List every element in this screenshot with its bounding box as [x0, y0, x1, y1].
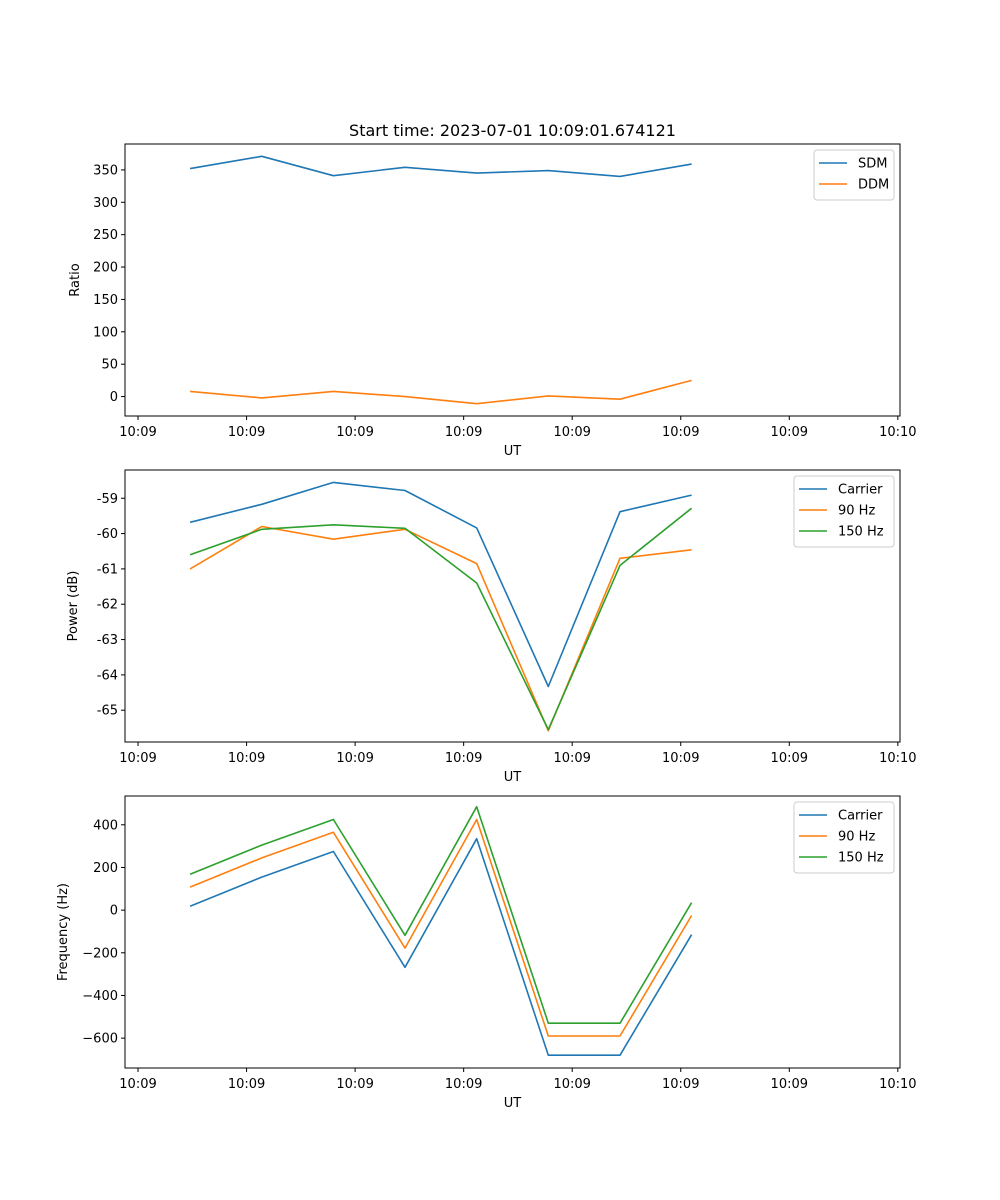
- series-line-150-hz: [189, 805, 693, 1025]
- x-tick-label: 10:09: [771, 425, 808, 440]
- y-tick-label: −400: [82, 989, 118, 1004]
- x-tick-label: 10:09: [771, 1077, 808, 1092]
- x-tick-label: 10:09: [119, 1077, 156, 1092]
- y-axis-label: Ratio: [68, 263, 83, 296]
- x-tick-label: 10:09: [336, 425, 373, 440]
- x-tick-label: 10:09: [553, 1077, 590, 1092]
- y-tick-label: −200: [82, 946, 118, 961]
- x-tick-label: 10:10: [879, 425, 916, 440]
- legend-label: DDM: [858, 178, 889, 193]
- chart-panel-3: 10:09 10:09 10:09 10:09 10:09 10:09 10:09 10:10…: [56, 795, 917, 1111]
- legend: Carrier 90 Hz 150 Hz: [793, 801, 895, 874]
- x-tick-label: 10:09: [771, 751, 808, 766]
- x-tick-label: 10:09: [119, 751, 156, 766]
- y-tick-label: 250: [93, 228, 118, 243]
- series-line-carrier: [189, 837, 693, 1056]
- series-line-150-hz: [189, 507, 693, 731]
- y-axis-label: Frequency (Hz): [56, 883, 71, 981]
- y-tick-label: -62: [97, 598, 118, 613]
- series-line-carrier: [189, 481, 692, 688]
- y-tick-label: 50: [101, 358, 118, 373]
- series-line-90-hz: [189, 525, 692, 732]
- legend-label: 150 Hz: [838, 851, 884, 866]
- y-tick-label: 200: [93, 861, 118, 876]
- legend-box: [793, 801, 895, 874]
- x-axis-label: UT: [504, 1096, 522, 1111]
- x-tick-label: 10:09: [336, 1077, 373, 1092]
- x-tick-label: 10:09: [445, 1077, 482, 1092]
- x-tick-label: 10:10: [879, 751, 916, 766]
- y-tick-label: -59: [97, 492, 118, 507]
- y-tick-label: −600: [82, 1032, 118, 1047]
- x-tick-label: 10:09: [553, 425, 590, 440]
- y-tick-label: -63: [97, 633, 118, 648]
- x-tick-label: 10:09: [336, 751, 373, 766]
- y-tick-label: -61: [97, 562, 118, 577]
- axes-frame: [124, 469, 901, 743]
- x-tick-label: 10:09: [445, 425, 482, 440]
- chart-title: Start time: 2023-07-01 10:09:01.674121: [349, 121, 676, 140]
- x-tick-label: 10:09: [445, 751, 482, 766]
- legend: Carrier 90 Hz 150 Hz: [793, 475, 895, 548]
- x-tick-label: 10:09: [228, 1077, 265, 1092]
- legend-label: Carrier: [838, 809, 883, 824]
- legend-label: 90 Hz: [838, 504, 875, 519]
- y-tick-label: 0: [110, 390, 118, 405]
- x-tick-label: 10:09: [228, 751, 265, 766]
- x-axis-label: UT: [504, 770, 522, 785]
- series-line-90-hz: [189, 818, 693, 1037]
- series-line-sdm: [189, 155, 692, 178]
- x-tick-label: 10:09: [228, 425, 265, 440]
- x-tick-label: 10:09: [662, 1077, 699, 1092]
- legend-label: 150 Hz: [838, 525, 884, 540]
- legend: SDM DDM: [813, 149, 895, 201]
- chart-panel-1: 10:09 10:09 10:09 10:09 10:09 10:09 10:09 10:10…: [68, 121, 917, 459]
- x-tick-label: 10:09: [662, 751, 699, 766]
- y-tick-label: 0: [110, 904, 118, 919]
- x-tick-label: 10:10: [879, 1077, 916, 1092]
- x-tick-label: 10:09: [662, 425, 699, 440]
- y-tick-label: 350: [93, 163, 118, 178]
- x-tick-label: 10:09: [119, 425, 156, 440]
- x-axis-label: UT: [504, 444, 522, 459]
- y-tick-label: -64: [97, 668, 118, 683]
- y-tick-label: 400: [93, 818, 118, 833]
- y-tick-label: 150: [93, 293, 118, 308]
- chart-panel-2: 10:09 10:09 10:09 10:09 10:09 10:09 10:09 10:10…: [66, 469, 917, 785]
- y-axis-label: Power (dB): [66, 571, 81, 642]
- axes-frame: [124, 795, 901, 1069]
- legend-label: SDM: [858, 157, 887, 172]
- y-tick-label: -65: [97, 704, 118, 719]
- legend-label: Carrier: [838, 483, 883, 498]
- legend-box: [793, 475, 895, 548]
- legend-label: 90 Hz: [838, 830, 875, 845]
- y-tick-label: -60: [97, 527, 118, 542]
- y-tick-label: 100: [93, 325, 118, 340]
- y-tick-label: 300: [93, 196, 118, 211]
- axes-frame: [124, 143, 901, 417]
- y-tick-label: 200: [93, 261, 118, 276]
- x-tick-label: 10:09: [553, 751, 590, 766]
- series-line-ddm: [190, 379, 692, 405]
